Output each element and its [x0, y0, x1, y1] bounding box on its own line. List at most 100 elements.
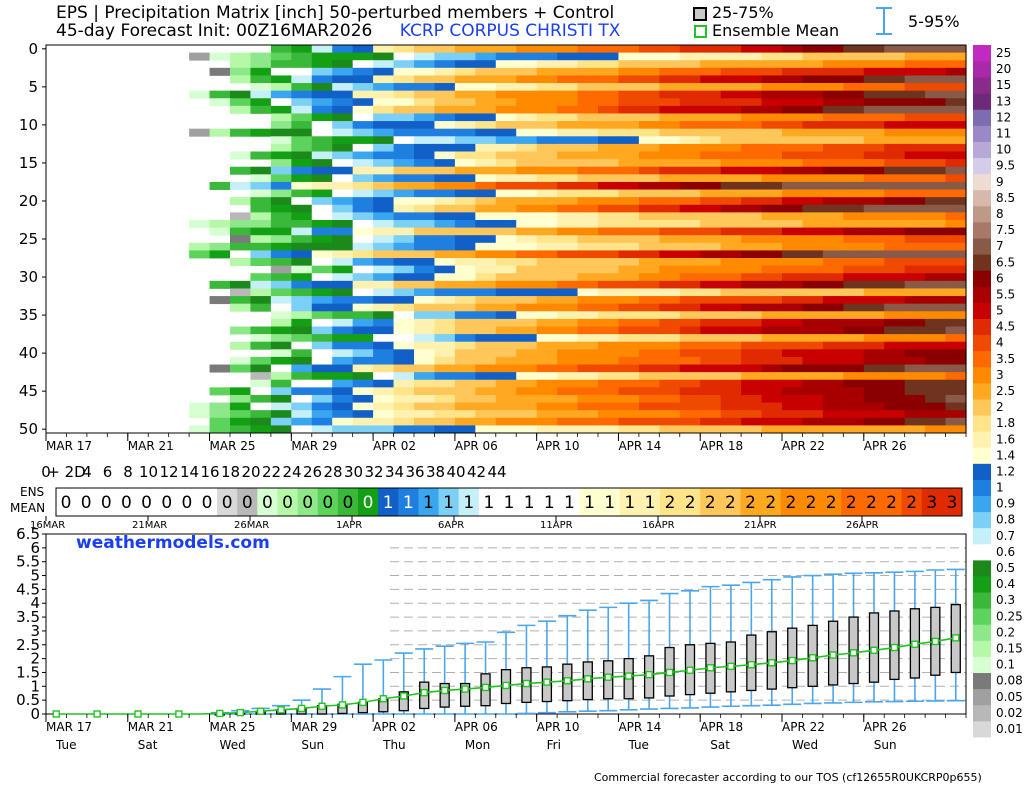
- matrix-cell: [516, 166, 538, 175]
- matrix-cell: [270, 113, 292, 122]
- matrix-cell: [904, 105, 926, 114]
- matrix-cell: [291, 60, 313, 69]
- box-ytick-label: 0.5: [16, 691, 40, 709]
- matrix-cell: [863, 349, 885, 358]
- matrix-cell: [250, 189, 272, 198]
- matrix-cell: [843, 235, 865, 244]
- matrix-cell: [393, 105, 415, 114]
- matrix-cell: [761, 197, 783, 206]
- matrix-cell: [557, 258, 579, 267]
- matrix-cell: [434, 212, 456, 221]
- matrix-cell: [311, 227, 333, 236]
- matrix-cell: [495, 349, 517, 358]
- matrix-cell: [311, 372, 333, 381]
- matrix-cell: [761, 83, 783, 92]
- matrix-cell: [822, 105, 844, 114]
- matrix-cell: [700, 280, 722, 289]
- matrix-cell: [863, 75, 885, 84]
- matrix-cell: [884, 189, 906, 198]
- matrix-cell: [454, 394, 476, 403]
- matrix-cell: [495, 356, 517, 365]
- matrix-cell: [822, 235, 844, 244]
- colorbar-label: 25: [996, 46, 1011, 60]
- matrix-cell: [659, 105, 681, 114]
- lead-day-label: 6: [103, 463, 113, 481]
- matrix-cell: [761, 136, 783, 145]
- matrix-cell: [434, 151, 456, 160]
- box-ytick-label: 2: [30, 650, 40, 668]
- matrix-cell: [802, 280, 824, 289]
- matrix-cell: [516, 280, 538, 289]
- matrix-cell: [843, 52, 865, 61]
- matrix-cell: [270, 265, 292, 274]
- matrix-cell: [189, 402, 211, 411]
- ens-cell-bg: [378, 488, 399, 516]
- matrix-cell: [454, 326, 476, 335]
- matrix-cell: [557, 121, 579, 130]
- matrix-cell: [884, 105, 906, 114]
- matrix-cell: [884, 113, 906, 122]
- matrix-cell: [414, 128, 436, 137]
- matrix-cell: [291, 364, 313, 373]
- matrix-cell: [720, 326, 742, 335]
- matrix-cell: [516, 410, 538, 419]
- matrix-cell: [373, 311, 395, 320]
- matrix-cell: [884, 394, 906, 403]
- matrix-cell: [393, 379, 415, 388]
- matrix-cell: [475, 349, 497, 358]
- matrix-cell: [230, 219, 252, 228]
- matrix-cell: [332, 410, 354, 419]
- matrix-cell: [454, 75, 476, 84]
- matrix-cell: [618, 318, 640, 327]
- matrix-cell: [782, 402, 804, 411]
- matrix-cell: [802, 159, 824, 168]
- matrix-cell: [270, 356, 292, 365]
- matrix-cell: [802, 326, 824, 335]
- matrix-cell: [679, 356, 701, 365]
- matrix-cell: [475, 90, 497, 99]
- matrix-cell: [945, 60, 967, 69]
- matrix-cell: [761, 219, 783, 228]
- lead-day-label: 40: [446, 463, 465, 481]
- matrix-cell: [516, 372, 538, 381]
- matrix-cell: [700, 311, 722, 320]
- matrix-cell: [884, 98, 906, 107]
- matrix-cell: [741, 372, 763, 381]
- matrix-cell: [659, 204, 681, 213]
- matrix-cell: [598, 258, 620, 267]
- lead-day-label: 42: [467, 463, 486, 481]
- matrix-cell: [414, 98, 436, 107]
- matrix-cell: [495, 311, 517, 320]
- matrix-cell: [311, 417, 333, 426]
- matrix-cell: [332, 159, 354, 168]
- matrix-cell: [802, 45, 824, 54]
- mean-marker: [931, 637, 940, 646]
- matrix-cell: [598, 334, 620, 343]
- matrix-cell: [557, 280, 579, 289]
- ens-cell-value: 2: [705, 493, 716, 513]
- matrix-cell: [741, 189, 763, 198]
- matrix-cell: [311, 219, 333, 228]
- matrix-cell: [536, 181, 558, 190]
- matrix-cell: [843, 219, 865, 228]
- lead-day-label: 16: [200, 463, 219, 481]
- matrix-cell: [434, 166, 456, 175]
- colorbar-swatch: [973, 318, 991, 336]
- matrix-cell: [332, 349, 354, 358]
- matrix-cell: [434, 159, 456, 168]
- matrix-cell: [393, 52, 415, 61]
- matrix-cell: [822, 197, 844, 206]
- ens-cell-bg: [539, 488, 560, 516]
- matrix-cell: [843, 349, 865, 358]
- matrix-cell: [577, 189, 599, 198]
- matrix-cell: [557, 67, 579, 76]
- matrix-cell: [270, 311, 292, 320]
- matrix-cell: [843, 387, 865, 396]
- matrix-cell: [679, 402, 701, 411]
- matrix-cell: [884, 265, 906, 274]
- matrix-cell: [393, 356, 415, 365]
- matrix-cell: [311, 402, 333, 411]
- matrix-cell: [822, 387, 844, 396]
- matrix-cell: [475, 113, 497, 122]
- matrix-cell: [516, 334, 538, 343]
